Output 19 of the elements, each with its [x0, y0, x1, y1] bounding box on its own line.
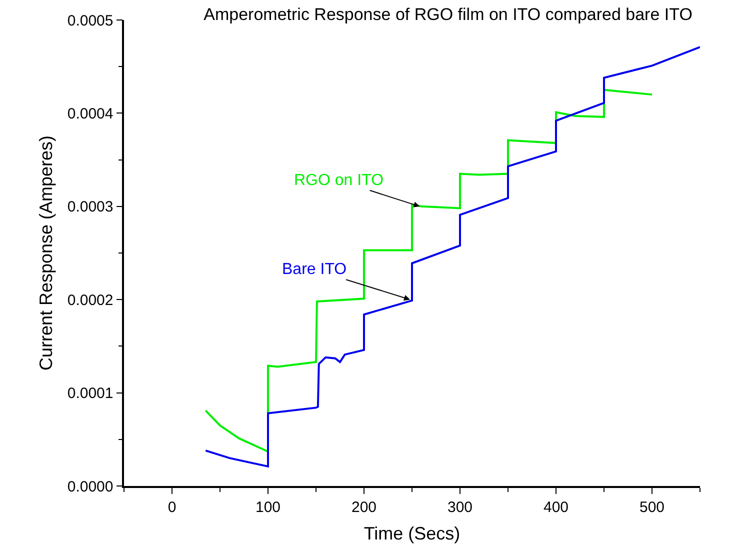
y-tick-label: 0.0004 — [67, 105, 114, 122]
annotation: RGO on ITO — [294, 172, 384, 189]
line-series — [204, 88, 653, 453]
y-tick-label: 0.0005 — [67, 12, 114, 30]
x-tick-label: 500 — [639, 498, 665, 516]
x-axis-title: Time (Secs) — [364, 523, 460, 544]
line-series — [204, 46, 700, 468]
x-tick-label: 400 — [543, 498, 569, 516]
x-tick-label: 0 — [168, 498, 176, 516]
y-tick-label: 0.0002 — [67, 292, 114, 309]
y-tick-label: 0.0000 — [67, 478, 114, 496]
y-tick-label: 0.0003 — [67, 198, 114, 216]
y-tick-label: 0.0001 — [67, 385, 114, 402]
chart-title: Amperometric Response of RGO film on ITO compared bare ITO — [204, 5, 692, 24]
y-axis-title: Current Response (Amperes) — [36, 135, 56, 371]
x-tick-label: 100 — [255, 498, 281, 516]
x-tick-label: 300 — [447, 498, 473, 516]
annotation: Bare ITO — [282, 261, 347, 278]
x-tick-label: 200 — [351, 498, 377, 516]
